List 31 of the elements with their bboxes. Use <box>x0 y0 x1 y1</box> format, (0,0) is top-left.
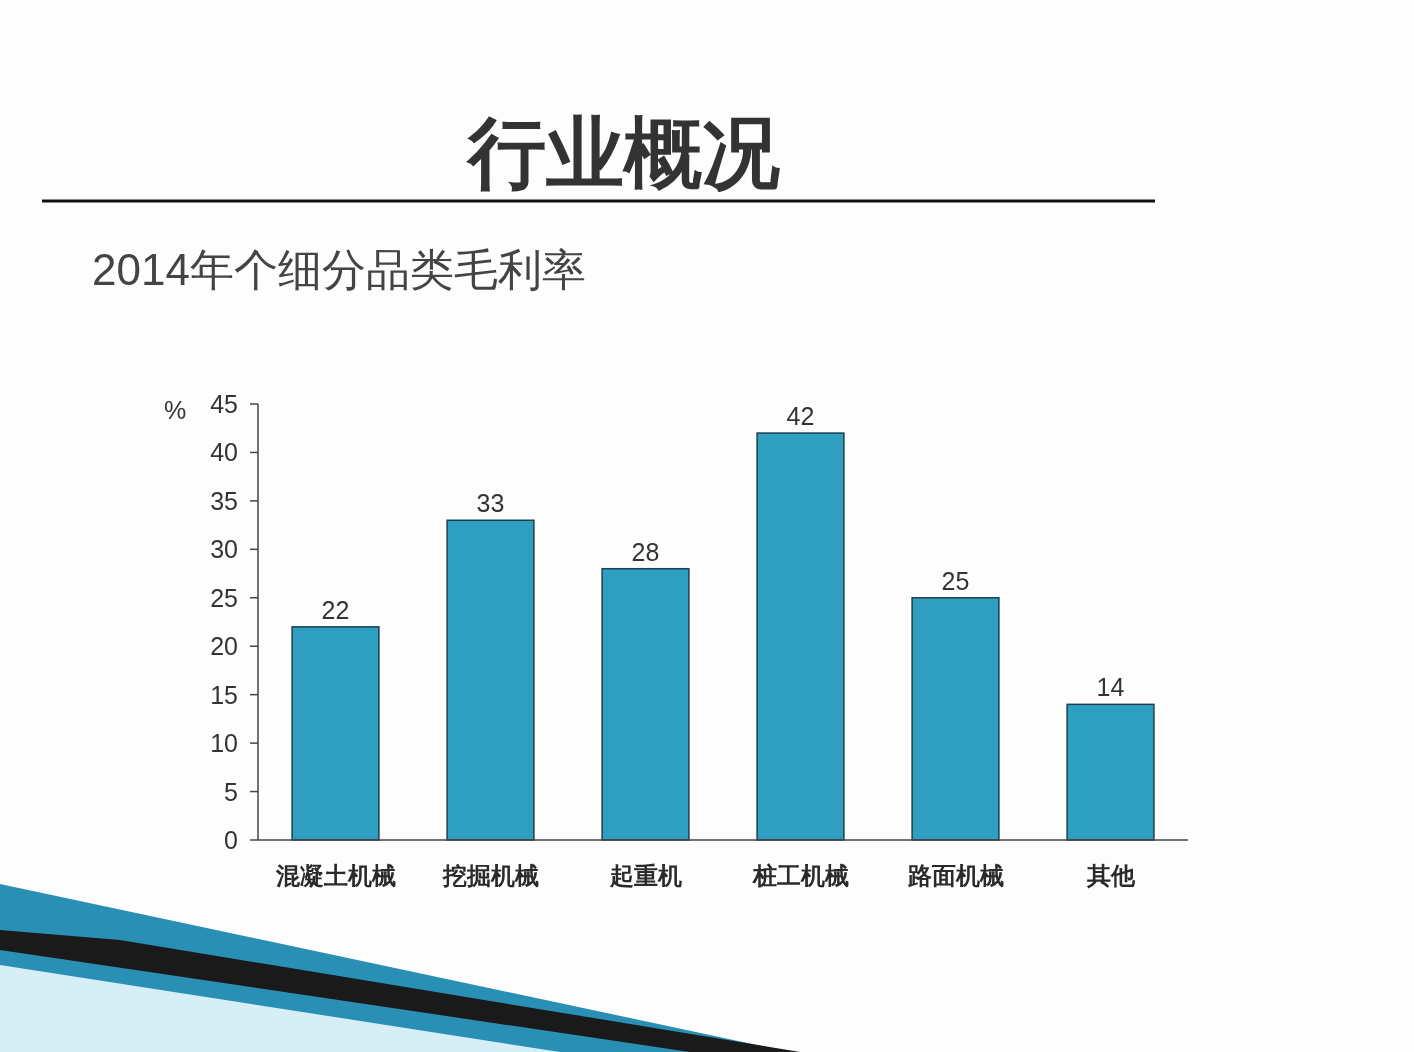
y-tick-label: 5 <box>224 777 238 806</box>
x-tick-label: 起重机 <box>608 862 682 889</box>
bar <box>756 432 845 841</box>
data-label: 14 <box>1096 673 1125 702</box>
data-label: 33 <box>476 489 505 518</box>
data-label: 22 <box>321 595 350 624</box>
chart-subtitle: 2014年个细分品类毛利率 <box>92 245 586 294</box>
x-tick-label: 挖掘机械 <box>441 862 539 889</box>
x-tick-label: 其他 <box>1085 862 1136 889</box>
bar <box>291 626 380 841</box>
y-tick-label: 45 <box>210 390 238 418</box>
y-tick-label: 25 <box>210 583 238 612</box>
y-tick-label: 15 <box>210 680 238 709</box>
y-tick-label: 40 <box>210 438 238 467</box>
bar <box>911 597 1000 841</box>
y-axis-title: % <box>163 396 187 424</box>
y-tick-label: 35 <box>210 486 238 515</box>
y-tick-label: 30 <box>210 535 238 564</box>
chart-title: 行业概况 <box>465 109 780 197</box>
bar <box>601 567 690 841</box>
y-tick-label: 20 <box>210 632 238 661</box>
y-tick-label: 10 <box>210 729 238 758</box>
y-tick-label: 0 <box>224 826 238 854</box>
data-label: 28 <box>631 537 660 566</box>
bar <box>446 519 535 841</box>
x-tick-label: 混凝土机械 <box>274 862 396 889</box>
data-label: 42 <box>786 402 815 431</box>
x-tick-label: 路面机械 <box>906 862 1004 889</box>
x-tick-label: 桩工机械 <box>751 862 849 889</box>
bar <box>1066 703 1155 841</box>
data-label: 25 <box>941 566 970 595</box>
